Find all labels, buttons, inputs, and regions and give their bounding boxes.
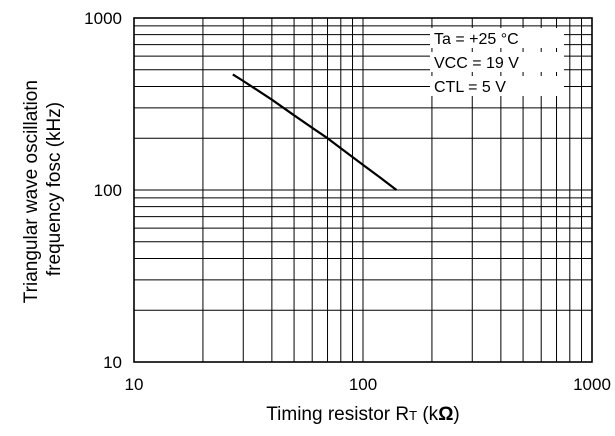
annotation-background: [430, 52, 564, 72]
annotation-background: [430, 28, 564, 48]
plot-frame: [133, 17, 593, 363]
condition-annotations: Ta = +25 °C VCC = 19 V CTL = 5 V: [430, 28, 564, 96]
y-axis-title: Triangular wave oscillation frequency fo…: [21, 75, 65, 303]
x-tick-label: 10: [125, 375, 144, 394]
y-tick-label: 10: [103, 353, 122, 372]
annotation-background: [430, 76, 564, 96]
annotation-text: Ta = +25 °C: [434, 31, 519, 48]
series-lines: [232, 73, 398, 191]
annotation-text: CTL = 5 V: [434, 79, 506, 96]
y-tick-label: 1000: [84, 9, 122, 28]
y-tick-labels: 10 100 1000: [84, 9, 122, 372]
x-axis-title: Timing resistor RT (kΩ): [266, 404, 460, 425]
y-tick-label: 100: [94, 181, 122, 200]
x-tick-label: 1000: [573, 375, 611, 394]
x-tick-labels: 10 100 1000: [125, 375, 611, 394]
annotation-text: VCC = 19 V: [434, 55, 519, 72]
x-tick-label: 100: [349, 375, 377, 394]
series-line-0: [232, 73, 398, 191]
